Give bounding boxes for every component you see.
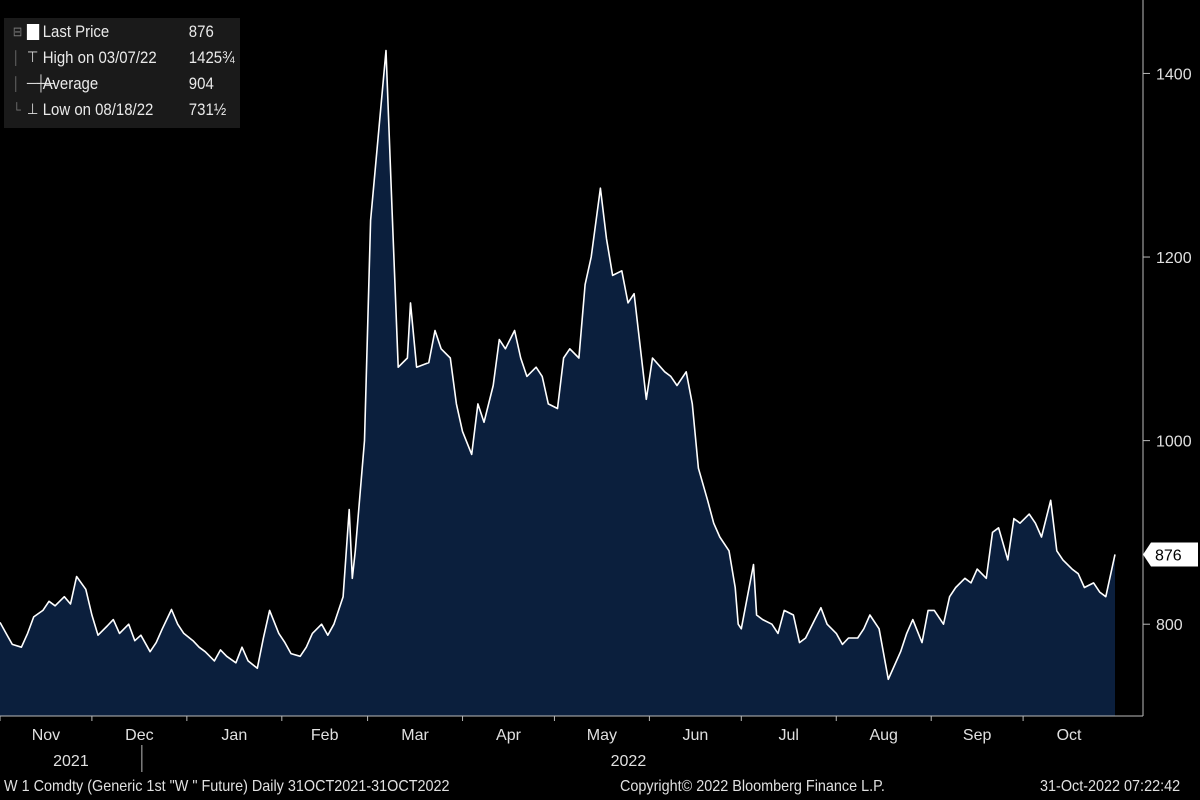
- legend-average-value: 904: [188, 74, 214, 93]
- x-month-label: Aug: [869, 727, 897, 744]
- last-price-tag-label: 876: [1155, 547, 1182, 564]
- legend-high-label: High on 03/07/22: [42, 48, 157, 67]
- footer-bar: W 1 Comdty (Generic 1st "W " Future) Dai…: [0, 775, 1200, 800]
- x-month-label: Sep: [963, 727, 992, 744]
- legend-high-value: 1425¾: [188, 48, 235, 67]
- last-price-tag: 876: [1143, 542, 1198, 567]
- x-month-label: May: [587, 727, 617, 744]
- x-month-label: Jul: [779, 727, 799, 744]
- tree-line-icon: │: [12, 50, 20, 65]
- average-marker-icon: ─┼─: [26, 75, 55, 92]
- footer-copyright: Copyright© 2022 Bloomberg Finance L.P.: [620, 778, 885, 795]
- price-area-fill: [0, 50, 1115, 716]
- legend-high: │ ⊤ High on 03/07/22 1425¾: [4, 46, 235, 70]
- year-label: 2022: [611, 753, 647, 770]
- tree-corner-icon: └: [12, 102, 21, 117]
- legend-box: ⊟ Last Price 876 │ ⊤ High on 03/07/22 14…: [4, 18, 240, 128]
- x-month-label: Dec: [125, 727, 153, 744]
- y-tick-label: 1400: [1156, 66, 1192, 83]
- low-marker-icon: ⊥: [26, 101, 39, 118]
- x-month-label: Mar: [401, 727, 429, 744]
- legend-low-label: Low on 08/18/22: [42, 100, 154, 119]
- axes: 800 1000 1200 1400 Nov Dec Jan Feb Mar Apr May Jun J…: [0, 0, 1198, 772]
- price-line: [0, 49, 1116, 681]
- x-month-label: Oct: [1057, 727, 1082, 744]
- legend-average: │ ─┼─ Average 904: [4, 72, 214, 96]
- x-month-label: Feb: [311, 727, 339, 744]
- legend-low: └ ⊥ Low on 08/18/22 731½: [4, 98, 226, 122]
- y-tick-label: 1000: [1156, 434, 1192, 451]
- legend-last-price-value: 876: [188, 22, 214, 41]
- legend-last-price: ⊟ Last Price 876: [4, 20, 214, 44]
- square-icon: [26, 24, 40, 40]
- footer-ticker-info: W 1 Comdty (Generic 1st "W " Future) Dai…: [4, 778, 450, 795]
- y-tick-label: 1200: [1156, 250, 1192, 267]
- price-chart: 800 1000 1200 1400 Nov Dec Jan Feb Mar Apr May Jun J…: [0, 0, 1198, 772]
- price-area: [0, 49, 1116, 716]
- footer-timestamp: 31-Oct-2022 07:22:42: [1040, 778, 1181, 795]
- x-month-label: Apr: [496, 727, 522, 744]
- tree-line-icon: │: [12, 76, 20, 91]
- legend-low-value: 731½: [188, 100, 227, 119]
- high-marker-icon: ⊤: [26, 49, 39, 66]
- x-month-label: Jun: [682, 727, 708, 744]
- y-tick-label: 800: [1156, 617, 1183, 634]
- legend-last-price-label: Last Price: [42, 22, 110, 41]
- year-label: 2021: [53, 753, 89, 770]
- x-month-label: Jan: [221, 727, 247, 744]
- x-month-label: Nov: [32, 727, 60, 744]
- legend-average-label: Average: [42, 74, 99, 93]
- last-price-tag-bg: [1143, 542, 1198, 567]
- tree-icon: ⊟: [12, 24, 23, 39]
